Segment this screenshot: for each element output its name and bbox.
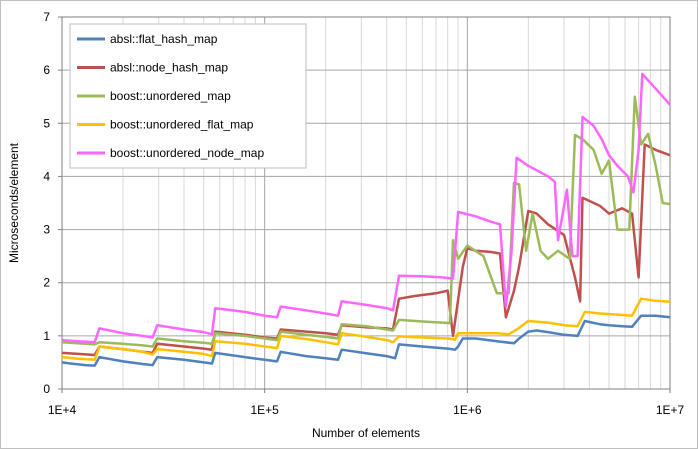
- legend-entry: absl::node_hash_map: [110, 61, 228, 75]
- legend-entry: boost::unordered_flat_map: [110, 118, 254, 132]
- legend-entry: boost::unordered_map: [110, 89, 231, 103]
- x-tick-label: 1E+6: [453, 403, 482, 417]
- series-lines: [61, 72, 671, 367]
- y-tick-label: 0: [43, 382, 50, 396]
- x-tick-label: 1E+4: [48, 403, 77, 417]
- y-tick-label: 7: [43, 10, 50, 24]
- x-axis-title: Number of elements: [312, 426, 420, 440]
- series-line-3: [61, 297, 671, 362]
- y-axis-title: Microseconds/element: [7, 142, 21, 263]
- y-tick-label: 5: [43, 116, 50, 130]
- y-tick-label: 3: [43, 223, 50, 237]
- series-line-4: [61, 72, 671, 344]
- series-line-2: [61, 95, 671, 348]
- y-tick-label: 2: [43, 276, 50, 290]
- legend-entry: boost::unordered_node_map: [110, 146, 264, 160]
- grid: [61, 16, 671, 390]
- y-tick-label: 4: [43, 169, 50, 183]
- legend: absl::flat_hash_mapabsl::node_hash_mapbo…: [69, 23, 307, 169]
- y-tick-label: 6: [43, 63, 50, 77]
- series-line-0: [61, 314, 671, 367]
- legend-box: [69, 23, 307, 169]
- x-tick-label: 1E+7: [656, 403, 685, 417]
- tick-labels: 0 1 2 3 4 5 6 7 1E+4 1E+5 1E+6 1E+7: [43, 10, 684, 417]
- legend-entry: absl::flat_hash_map: [110, 32, 218, 46]
- y-tick-label: 1: [43, 329, 50, 343]
- x-tick-label: 1E+5: [250, 403, 279, 417]
- series-line-1: [61, 143, 671, 357]
